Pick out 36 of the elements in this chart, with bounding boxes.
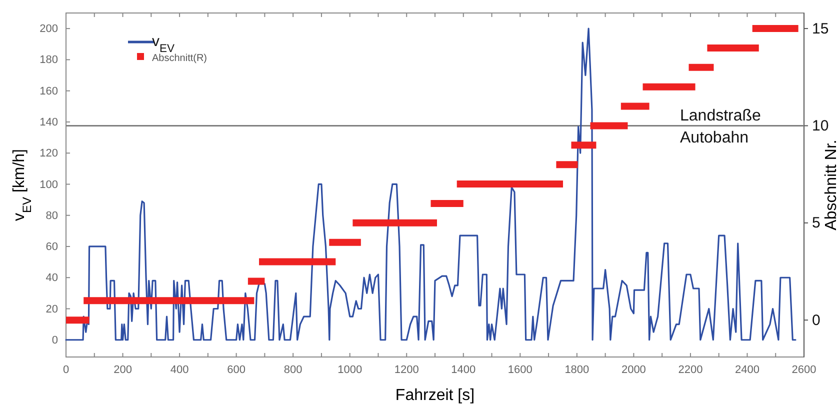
y-tick-label: 20 (46, 303, 58, 316)
x-tick-label: 800 (284, 364, 302, 376)
x-tick-label: 2000 (621, 364, 646, 376)
y-tick-label: 160 (40, 85, 58, 98)
x-tick-label: 600 (227, 364, 246, 376)
y2-tick-label: 15 (812, 20, 829, 38)
y2-axis-title: Abschnitt Nr. (823, 140, 839, 230)
y-tick-label: 60 (46, 241, 58, 254)
x-tick-label: 1200 (394, 364, 419, 376)
y2-tick-label: 10 (812, 118, 829, 135)
y2-tick-label: 0 (812, 312, 820, 329)
x-tick-label: 1400 (451, 364, 476, 376)
y-tick-label: 140 (40, 116, 58, 128)
y-tick-label: 40 (46, 272, 58, 284)
x-tick-label: 1800 (564, 364, 590, 376)
x-tick-label: 0 (62, 364, 70, 376)
x-tick-label: 1600 (508, 364, 532, 376)
line-series (65, 28, 796, 341)
x-tick-label: 2200 (678, 364, 703, 376)
y-tick-label: 180 (40, 54, 58, 66)
x-tick-label: 200 (114, 364, 132, 376)
y-tick-label: 80 (46, 210, 58, 222)
annotation: Landstraße (680, 108, 762, 125)
y-tick-label: 120 (40, 148, 58, 160)
annotation: Autobahn (680, 130, 749, 147)
y-tick-label: 0 (52, 334, 58, 346)
y2-tick-label: 5 (812, 214, 820, 232)
y-tick-label: 200 (40, 23, 58, 36)
legend-label: Abschnitt(R) (152, 53, 208, 64)
x-tick-label: 400 (170, 364, 189, 376)
x-tick-label: 2600 (792, 364, 816, 376)
x-axis-title: Fahrzeit [s] (395, 387, 475, 404)
x-tick-label: 1000 (338, 364, 362, 376)
y-tick-label: 100 (40, 178, 58, 191)
x-tick-label: 2400 (734, 364, 760, 376)
legend-label: v$_{EV}$ (152, 33, 176, 55)
